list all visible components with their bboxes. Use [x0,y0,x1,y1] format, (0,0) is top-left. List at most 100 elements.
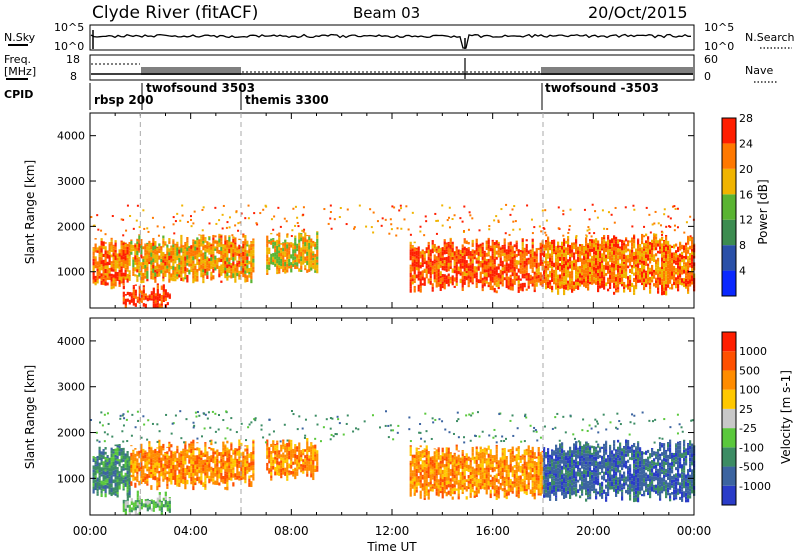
power-echo-cell [108,270,111,274]
velocity-echo-cell [202,467,205,471]
velocity-echo-cell [294,475,297,480]
power-echo-cell [463,275,466,280]
power-echo-cell [531,269,534,273]
power-echo-cell [581,272,584,276]
power-echo-cell [625,271,628,275]
power-echo-cell [218,257,221,263]
power-echo-cell [228,236,231,242]
power-echo-cell [112,263,115,267]
power-echo-cell [242,248,245,252]
power-echo-cell [100,240,103,246]
power-echo-cell [174,250,177,253]
velocity-echo-cell [479,455,482,459]
power-echo-cell [473,270,476,274]
power-echo-cell [571,285,574,289]
power-echo-cell [545,285,548,290]
power-echo-cell [483,272,486,277]
power-echo-cell [150,267,153,271]
power-echo-cell [607,242,610,246]
velocity-echo-cell [274,471,277,476]
power-echo-cell [687,235,690,237]
power-echo-cell [629,275,632,280]
velocity-echo-cell [479,449,482,453]
power-echo-cell [489,270,492,274]
power-echo-cell [491,280,494,283]
power-echo-cell [649,283,652,286]
velocity-echo-cell [192,472,195,477]
power-echo-cell [449,238,452,242]
velocity-echo-cell [196,472,199,475]
power-echo-cell [581,247,584,252]
power-echo-cell [102,263,105,267]
power-echo-cell [631,252,634,256]
power-echo-cell [471,276,474,280]
power-echo-cell [487,265,490,269]
power-echo-cell [170,250,173,256]
power-echo-cell [571,245,574,250]
power-echo-cell [100,273,103,277]
power-echo-cell [673,270,676,273]
power-echo-cell [683,281,686,284]
velocity-echo-cell [274,443,277,446]
power-echo-cell [144,249,147,253]
power-echo-cell [615,290,618,293]
power-echo-cell [551,257,554,261]
power-echo-cell [497,284,500,287]
power-speckle [294,224,297,227]
power-echo-cell [449,252,452,257]
velocity-echo-cell [411,463,414,467]
power-echo-cell [497,243,500,246]
velocity-echo-cell [423,452,426,456]
power-echo-cell [621,258,624,262]
power-echo-cell [298,232,301,237]
power-echo-cell [661,247,664,251]
power-echo-cell [569,244,572,249]
power-echo-cell [559,247,562,250]
velocity-echo-cell [266,450,269,456]
power-echo-cell [429,275,432,278]
power-echo-cell [228,241,231,246]
velocity-echo-cell [242,461,245,465]
power-echo-cell [613,246,616,251]
power-echo-cell [663,267,666,271]
velocity-echo-cell [457,464,460,469]
power-echo-cell [170,265,173,270]
power-echo-cell [471,263,474,266]
velocity-echo-cell [116,461,119,465]
velocity-echo-cell [106,474,109,479]
velocity-echo-cell [96,488,99,492]
power-speckle [237,222,240,225]
power-echo-cell [160,285,163,287]
velocity-echo-cell [94,460,97,465]
power-echo-cell [94,275,97,279]
velocity-echo-cell [166,454,169,458]
power-echo-cell [417,284,420,290]
velocity-echo-cell [184,476,187,481]
power-echo-cell [276,269,279,272]
velocity-echo-cell [110,450,113,454]
velocity-echo-cell [180,478,183,484]
power-echo-cell [583,252,586,257]
power-echo-cell [164,256,167,259]
velocity-echo-cell [431,466,434,470]
power-echo-cell [683,269,686,274]
velocity-echo-cell [479,458,482,464]
power-echo-cell [549,265,552,268]
power-echo-cell [224,250,227,254]
power-echo-cell [198,239,201,242]
power-echo-cell [621,245,624,248]
power-echo-cell [465,240,468,244]
power-echo-cell [152,268,155,273]
power-ytick-label: 2000 [57,220,85,233]
power-echo-cell [102,276,105,279]
power-echo-cell [150,291,153,293]
velocity-echo-cell [138,468,141,472]
velocity-echo-cell [314,444,317,449]
velocity-echo-cell [417,458,420,462]
power-echo-cell [216,246,219,252]
power-echo-cell [310,252,313,256]
power-echo-cell [479,275,482,280]
velocity-echo-cell [244,471,247,476]
power-speckle [633,208,636,211]
power-echo-cell [577,254,580,257]
